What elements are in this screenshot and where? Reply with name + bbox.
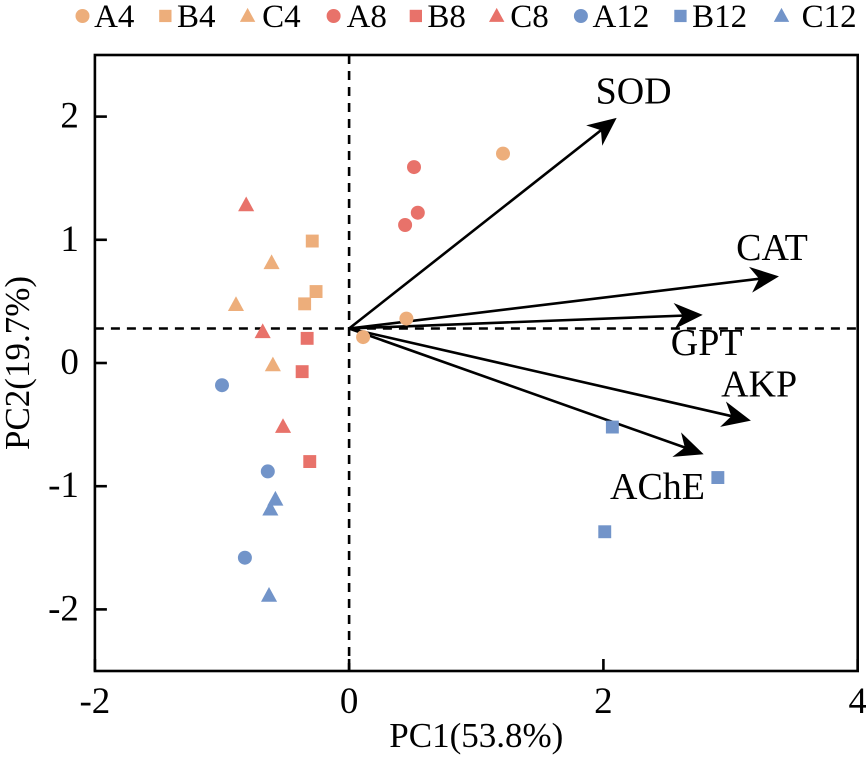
svg-text:C8: C8 [510, 0, 549, 35]
svg-text:C4: C4 [262, 0, 301, 35]
svg-text:AKP: AKP [721, 364, 797, 406]
svg-text:A4: A4 [94, 0, 134, 35]
svg-text:A12: A12 [593, 0, 650, 35]
svg-text:GPT: GPT [671, 322, 743, 364]
svg-text:PC2(19.7%): PC2(19.7%) [0, 276, 37, 450]
svg-text:0: 0 [340, 681, 359, 722]
svg-text:B12: B12 [692, 0, 747, 35]
svg-text:B4: B4 [177, 0, 216, 35]
svg-text:A8: A8 [347, 0, 387, 35]
svg-text:-1: -1 [48, 465, 79, 506]
svg-text:4: 4 [848, 681, 866, 722]
svg-text:SOD: SOD [596, 70, 672, 112]
svg-text:B8: B8 [427, 0, 466, 35]
svg-text:2: 2 [60, 96, 79, 137]
svg-text:1: 1 [60, 219, 79, 260]
svg-text:CAT: CAT [736, 227, 808, 269]
svg-text:2: 2 [594, 681, 613, 722]
svg-text:0: 0 [60, 342, 79, 383]
svg-text:C12: C12 [802, 0, 857, 35]
svg-text:PC1(53.8%): PC1(53.8%) [389, 716, 563, 755]
svg-text:-2: -2 [48, 588, 79, 629]
svg-text:-2: -2 [79, 681, 110, 722]
svg-text:AChE: AChE [610, 466, 705, 508]
